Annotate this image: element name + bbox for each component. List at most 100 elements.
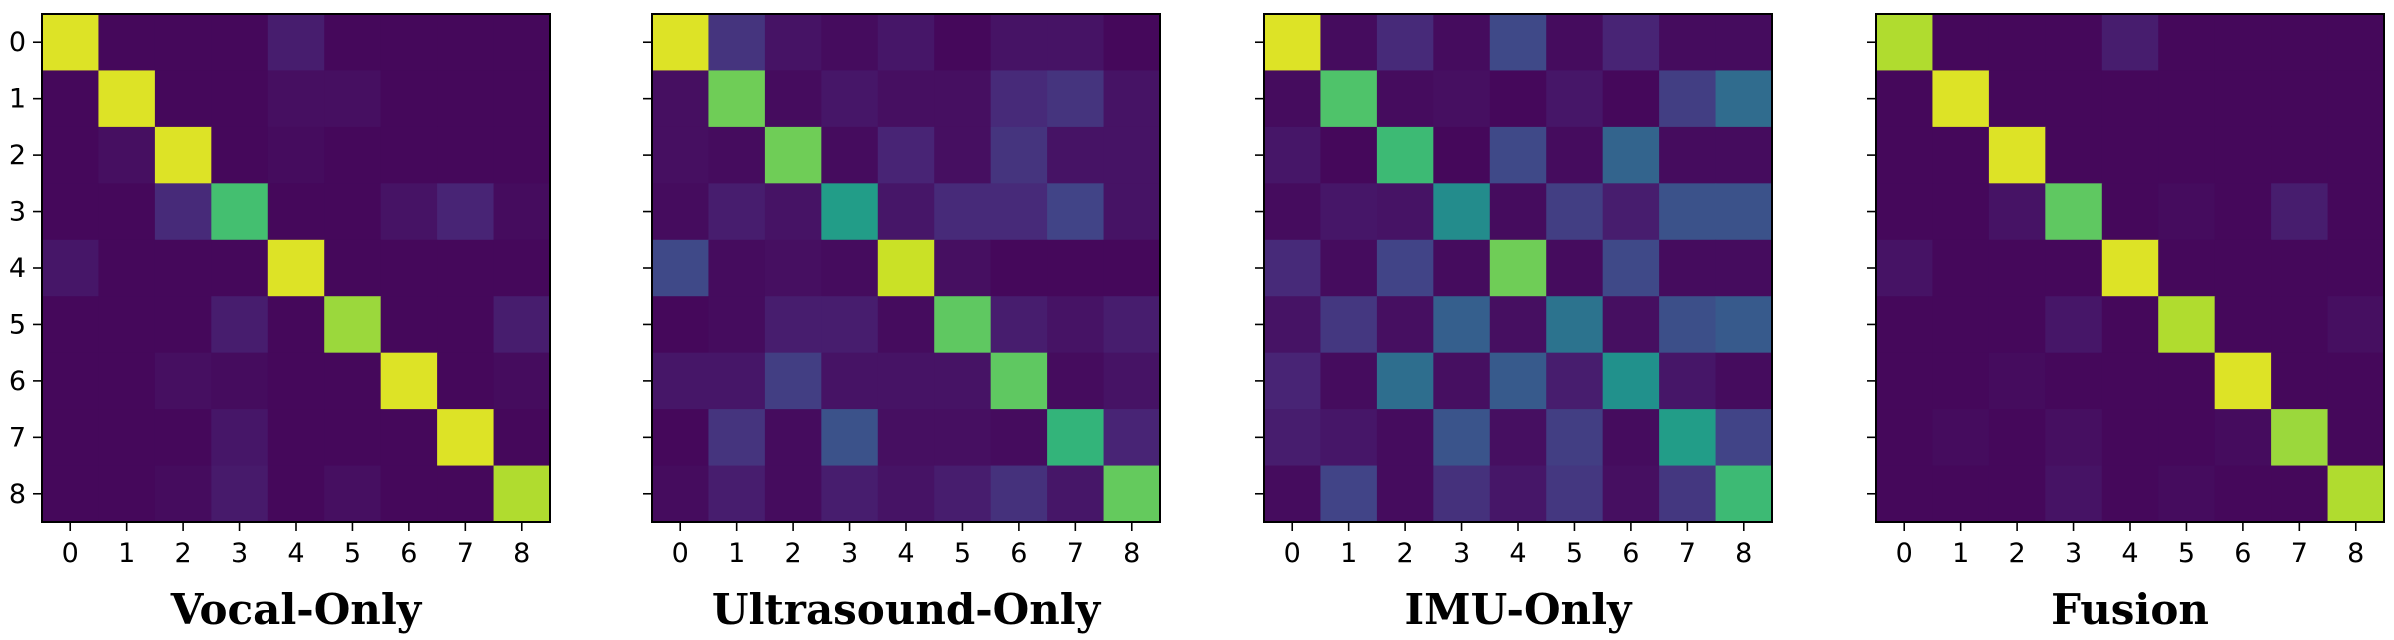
heatmap-cell	[493, 296, 551, 354]
heatmap-cell	[764, 70, 822, 128]
heatmap-cell	[267, 126, 325, 184]
heatmap-cell	[98, 14, 156, 72]
heatmap-cell	[2271, 352, 2329, 410]
y-tick-label: 8	[9, 479, 26, 510]
heatmap-cell	[1320, 183, 1378, 241]
heatmap-cell	[1433, 239, 1491, 297]
heatmap-cell	[990, 126, 1048, 184]
heatmap-cell	[1602, 296, 1660, 354]
x-tick-label: 6	[1622, 538, 1639, 569]
heatmap-cell	[1546, 126, 1604, 184]
heatmap-cell	[493, 126, 551, 184]
heatmap-cell	[708, 14, 766, 72]
heatmap-cell	[2158, 239, 2216, 297]
y-tick-label: 4	[9, 253, 26, 284]
heatmap-cell	[437, 126, 495, 184]
heatmap-cell	[267, 465, 325, 523]
y-tick-label: 0	[9, 27, 26, 58]
heatmap-cell	[324, 70, 382, 128]
heatmap-cell	[1489, 352, 1547, 410]
heatmap-cell	[1103, 14, 1161, 72]
heatmap-cell	[1988, 183, 2046, 241]
heatmap-panel-1: 0 1 2 3 4 5 6 7 8 Ultrasound-Only	[643, 13, 1161, 634]
heatmap-cell	[1320, 352, 1378, 410]
heatmap-cell	[437, 409, 495, 467]
heatmap-cell	[1876, 14, 1934, 72]
x-tick-label: 3	[2065, 538, 2082, 569]
heatmap-cell	[493, 465, 551, 523]
heatmap-cell	[990, 352, 1048, 410]
heatmap-cell	[2327, 465, 2385, 523]
heatmap-cell	[2045, 352, 2103, 410]
heatmap-cell	[1932, 70, 1990, 128]
heatmap-cell	[2101, 126, 2159, 184]
heatmap-cell	[154, 183, 212, 241]
heatmap-cell	[1264, 296, 1322, 354]
heatmap-cell	[1320, 465, 1378, 523]
heatmap-cell	[877, 14, 935, 72]
heatmap-cell	[437, 239, 495, 297]
heatmap-cell	[934, 352, 992, 410]
heatmap-cell	[437, 183, 495, 241]
heatmap-cell	[652, 70, 710, 128]
heatmap-cell	[1433, 70, 1491, 128]
x-tick-label: 0	[1896, 538, 1913, 569]
x-tick-label: 6	[2234, 538, 2251, 569]
heatmap-cell	[380, 183, 438, 241]
heatmap-cell	[2271, 296, 2329, 354]
heatmap-cell	[821, 296, 879, 354]
heatmap-cell	[652, 409, 710, 467]
heatmap-cell	[821, 126, 879, 184]
heatmap-cell	[2158, 126, 2216, 184]
x-tick-label: 6	[1010, 538, 1027, 569]
heatmap-cell	[1546, 296, 1604, 354]
heatmap-cell	[764, 239, 822, 297]
heatmap-cell	[1932, 352, 1990, 410]
x-tick-label: 4	[287, 538, 304, 569]
heatmap-cell	[1602, 239, 1660, 297]
heatmap-cell	[493, 14, 551, 72]
heatmap-cell	[2327, 296, 2385, 354]
heatmap-cell	[1264, 14, 1322, 72]
heatmap-cell	[2045, 126, 2103, 184]
heatmap-cell	[764, 14, 822, 72]
heatmap-cell	[1876, 239, 1934, 297]
heatmap-cell	[154, 239, 212, 297]
heatmap-cell	[42, 126, 100, 184]
heatmap-cell	[764, 465, 822, 523]
x-tick-label: 7	[2291, 538, 2308, 569]
heatmap-cell	[1546, 239, 1604, 297]
heatmap-cell	[2214, 14, 2272, 72]
heatmap-cell	[2327, 14, 2385, 72]
heatmap-cell	[380, 126, 438, 184]
heatmap-cell	[2271, 239, 2329, 297]
heatmap-cell	[877, 465, 935, 523]
heatmap-cell	[1264, 126, 1322, 184]
heatmap-cell	[877, 352, 935, 410]
heatmap-cell	[1376, 183, 1434, 241]
heatmap-cell	[1876, 465, 1934, 523]
heatmap-cell	[2158, 183, 2216, 241]
x-tick-label: 4	[1509, 538, 1526, 569]
heatmap-cell	[42, 70, 100, 128]
heatmap-cell	[324, 296, 382, 354]
heatmap-cell	[2214, 296, 2272, 354]
heatmap-cell	[98, 126, 156, 184]
heatmap-cell	[1715, 126, 1773, 184]
heatmap-panel-0: 0 1 2 3 4 5 6 7 8 0 1 2 3 4 5 6 7 8 Vocal-Only	[9, 13, 551, 634]
heatmap-cell	[652, 183, 710, 241]
heatmap-cell	[2271, 183, 2329, 241]
heatmap-cell	[1489, 126, 1547, 184]
heatmap-cell	[1047, 14, 1105, 72]
heatmap-cell	[877, 70, 935, 128]
heatmap-cell	[1988, 70, 2046, 128]
heatmap-cell	[1376, 352, 1434, 410]
heatmap-cell	[1433, 465, 1491, 523]
heatmap-cell	[1376, 126, 1434, 184]
heatmap-cell	[1489, 183, 1547, 241]
heatmap-cell	[652, 239, 710, 297]
heatmap-cell	[1433, 14, 1491, 72]
heatmap-cell	[934, 296, 992, 354]
heatmap-cell	[2271, 465, 2329, 523]
heatmap-cell	[1546, 183, 1604, 241]
